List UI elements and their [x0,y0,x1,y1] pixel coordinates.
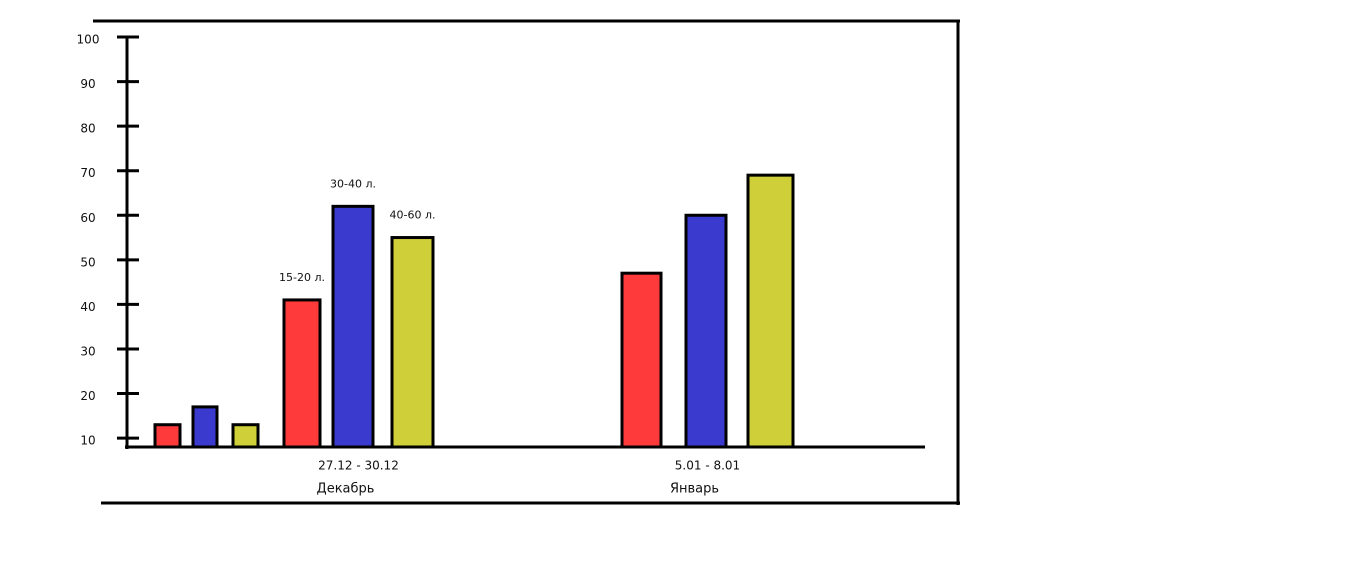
bar [153,423,182,449]
y-tick-label: 10 [80,434,95,448]
y-tick-label: 50 [80,255,95,269]
bar [191,405,219,449]
month-label: Декабрь [317,482,375,497]
bar [282,298,322,449]
y-tick-label: 100 [77,33,100,47]
legend-label: 30-40 л. [330,177,376,190]
bar [231,423,260,449]
bar [746,173,795,449]
bar [684,213,728,449]
x-tick-label: 27.12 - 30.12 [318,459,399,473]
bar [390,236,435,449]
y-tick-label: 30 [80,344,95,358]
bar [620,271,663,449]
y-tick-label: 20 [80,389,95,403]
y-tick-label: 60 [80,211,95,225]
legend-label: 40-60 л. [390,209,436,222]
y-tick-label: 40 [80,300,95,314]
bar [331,204,375,449]
y-tick-label: 90 [80,77,95,91]
legend-label: 15-20 л. [279,271,325,284]
y-tick-label: 80 [80,122,95,136]
month-label: Январь [670,482,719,497]
x-tick-label: 5.01 - 8.01 [675,459,740,473]
y-tick-label: 70 [80,166,95,180]
